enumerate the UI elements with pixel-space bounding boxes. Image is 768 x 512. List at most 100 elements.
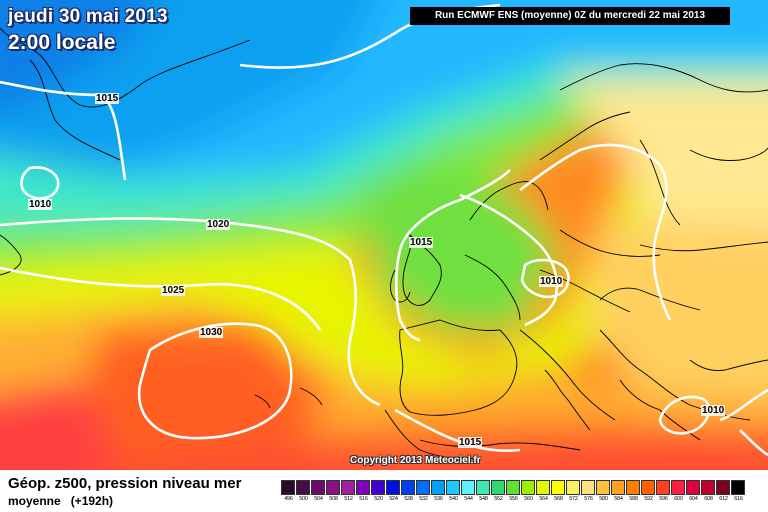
scale-swatch [326,480,340,495]
scale-tick-label: 564 [539,496,548,502]
color-scale: 496 500 504 508 512 516 520 524 528 532 536 540 544 5… [281,480,746,506]
scale-swatch [536,480,550,495]
copyright: Copyright 2013 Meteociel.fr [350,455,481,466]
scale-step: 500 [296,480,311,506]
scale-tick-label: 556 [509,496,518,502]
isobar-label-1015-south: 1015 [458,437,483,448]
map-canvas [0,0,768,470]
isobar-label-1025: 1025 [161,285,186,296]
scale-tick-label: 612 [719,496,728,502]
scale-step: 592 [641,480,656,506]
scale-step: 540 [446,480,461,506]
scale-swatch [656,480,670,495]
legend-subtitle-text: moyenne [8,494,61,508]
scale-tick-label: 604 [689,496,698,502]
scale-step: 548 [476,480,491,506]
scale-swatch [731,480,745,495]
scale-tick-label: 568 [554,496,563,502]
geopotential-field [0,0,768,470]
scale-step: 564 [536,480,551,506]
coastlines [0,27,768,460]
scale-swatch [416,480,430,495]
scale-swatch [551,480,565,495]
scale-tick-label: 608 [704,496,713,502]
isobar-label-1030: 1030 [199,327,224,338]
scale-step: 504 [311,480,326,506]
scale-step: 536 [431,480,446,506]
scale-tick-label: 592 [644,496,653,502]
forecast-time: 2:00 locale [8,31,116,54]
isobar-label-1010-north: 1010 [28,199,53,210]
run-info: Run ECMWF ENS (moyenne) 0Z du mercredi 2… [410,7,730,25]
scale-tick-label: 500 [299,496,308,502]
scale-step: 552 [491,480,506,506]
scale-step: 528 [401,480,416,506]
scale-swatch [671,480,685,495]
scale-swatch [506,480,520,495]
scale-swatch [521,480,535,495]
scale-step: 608 [701,480,716,506]
scale-step: 600 [671,480,686,506]
scale-swatch [716,480,730,495]
scale-swatch [581,480,595,495]
legend-title: Géop. z500, pression niveau mer [8,475,242,492]
scale-step: 496 [281,480,296,506]
scale-step: 544 [461,480,476,506]
scale-swatch [611,480,625,495]
scale-swatch [386,480,400,495]
scale-tick-label: 516 [359,496,368,502]
scale-tick-label: 528 [404,496,413,502]
scale-swatch [401,480,415,495]
scale-swatch [641,480,655,495]
scale-tick-label: 616 [734,496,743,502]
scale-step: 524 [386,480,401,506]
scale-tick-label: 552 [494,496,503,502]
scale-tick-label: 524 [389,496,398,502]
scale-tick-label: 572 [569,496,578,502]
scale-step: 520 [371,480,386,506]
scale-step: 516 [356,480,371,506]
scale-step: 532 [416,480,431,506]
scale-swatch [491,480,505,495]
scale-swatch [686,480,700,495]
scale-swatch [701,480,715,495]
scale-step: 572 [566,480,581,506]
scale-step: 576 [581,480,596,506]
isobar-lines [0,3,768,457]
scale-tick-label: 536 [434,496,443,502]
forecast-range: (+192h) [70,494,114,508]
scale-step: 596 [656,480,671,506]
scale-tick-label: 496 [284,496,293,502]
scale-step: 512 [341,480,356,506]
scale-swatch [476,480,490,495]
scale-tick-label: 504 [314,496,323,502]
scale-step: 560 [521,480,536,506]
scale-step: 556 [506,480,521,506]
isobar-label-1020: 1020 [206,219,231,230]
forecast-date: jeudi 30 mai 2013 [8,6,168,27]
legend-subtitle: moyenne (+192h) [8,494,113,508]
scale-tick-label: 576 [584,496,593,502]
scale-step: 612 [716,480,731,506]
scale-tick-label: 508 [329,496,338,502]
scale-tick-label: 600 [674,496,683,502]
isobar-label-1015-france: 1015 [409,237,434,248]
scale-tick-label: 580 [599,496,608,502]
scale-step: 580 [596,480,611,506]
scale-tick-label: 544 [464,496,473,502]
scale-swatch [371,480,385,495]
scale-step: 588 [626,480,641,506]
scale-swatch [461,480,475,495]
scale-swatch [431,480,445,495]
legend-footer: Géop. z500, pression niveau mer moyenne (… [0,470,768,512]
scale-swatch [596,480,610,495]
scale-swatch [296,480,310,495]
scale-step: 616 [731,480,746,506]
isobar-label-1010-central: 1010 [539,276,564,287]
scale-tick-label: 512 [344,496,353,502]
scale-tick-label: 596 [659,496,668,502]
scale-tick-label: 584 [614,496,623,502]
scale-swatch [446,480,460,495]
scale-swatch [311,480,325,495]
scale-swatch [356,480,370,495]
